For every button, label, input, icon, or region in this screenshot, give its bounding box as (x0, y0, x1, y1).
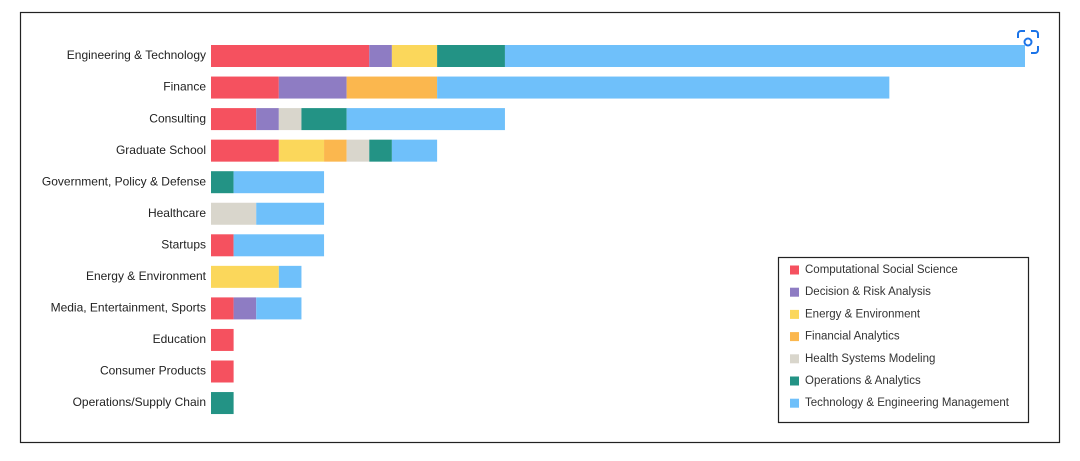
y-tick-label: Startups (161, 237, 206, 251)
legend-swatch (790, 354, 799, 364)
bar-segment (391, 45, 438, 67)
legend-swatch (790, 265, 799, 275)
legend-swatch (790, 309, 799, 319)
bar-segment (391, 139, 438, 162)
legend-swatch (790, 332, 799, 342)
bar-segment (233, 234, 325, 257)
legend-swatch (790, 398, 799, 408)
bar-segment (211, 202, 257, 225)
y-tick-label: Consulting (149, 111, 206, 125)
bar-segment (211, 139, 279, 162)
y-tick-label: Healthcare (148, 206, 206, 220)
y-tick-label: Engineering & Technology (67, 48, 206, 62)
bar-segment (211, 45, 370, 67)
legend-swatch (790, 287, 799, 297)
legend-label: Technology & Engineering Management (805, 397, 1010, 409)
bar-segment (211, 328, 234, 351)
y-tick-label: Media, Entertainment, Sports (51, 301, 206, 315)
bar-segment (278, 265, 302, 288)
legend-label: Operations & Analytics (805, 375, 921, 387)
legend-label: Decision & Risk Analysis (805, 286, 931, 298)
legend-swatch (790, 376, 799, 386)
bar-segment (211, 392, 234, 415)
y-tick-label: Finance (163, 80, 206, 94)
bar-segment (324, 139, 347, 162)
bar-segment (278, 76, 347, 99)
legend-label: Computational Social Science (805, 264, 958, 276)
bar-segment (278, 139, 325, 162)
y-tick-label: Graduate School (116, 143, 206, 157)
y-tick-label: Government, Policy & Defense (42, 174, 206, 188)
bar-segment (211, 234, 234, 257)
bar-segment (437, 45, 505, 67)
bar-segment (504, 45, 1025, 67)
bar-segment (256, 108, 279, 131)
legend-label: Energy & Environment (805, 308, 921, 320)
bar-segment (211, 76, 279, 99)
bar-segment (211, 265, 279, 288)
bar-segment (211, 297, 234, 320)
bar-segment (278, 108, 302, 131)
legend-label: Financial Analytics (805, 331, 900, 343)
bar-segment (211, 360, 234, 383)
bar-segment (346, 76, 438, 99)
bar-segment (369, 45, 392, 67)
bar-segment (437, 76, 890, 99)
legend-label: Health Systems Modeling (805, 353, 935, 365)
bar-segment (256, 202, 325, 225)
bar-segment (233, 171, 325, 194)
y-tick-label: Education (153, 332, 206, 346)
bar-segment (211, 108, 257, 131)
bar-segment (346, 108, 505, 131)
y-tick-label: Energy & Environment (86, 269, 207, 283)
bar-segment (211, 171, 234, 194)
bar-segment (346, 139, 370, 162)
bar-segment (301, 108, 347, 131)
bar-segment (369, 139, 392, 162)
y-tick-label: Consumer Products (100, 364, 206, 378)
legend-box (777, 256, 1030, 424)
y-tick-label: Operations/Supply Chain (73, 395, 206, 409)
bar-segment (256, 297, 302, 320)
bar-segment (233, 297, 257, 320)
